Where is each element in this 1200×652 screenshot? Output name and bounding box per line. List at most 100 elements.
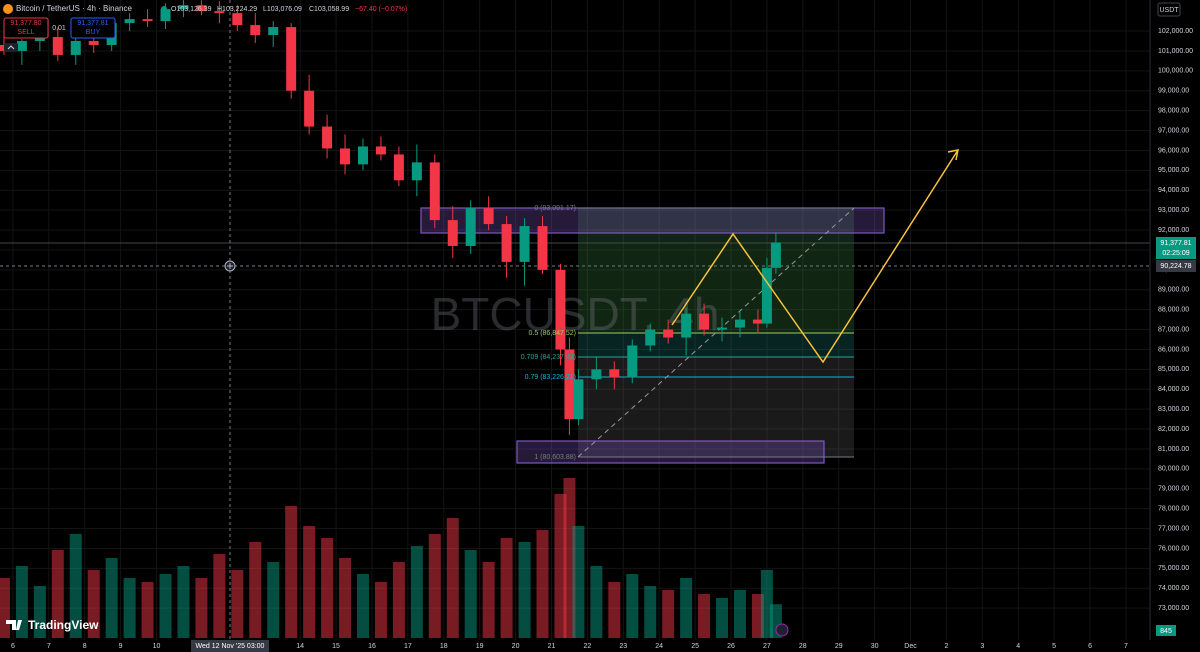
crosshair-time: Wed 12 Nov '25 03:00 <box>196 643 265 650</box>
x-tick-label: 29 <box>835 643 843 650</box>
x-tick-label: 25 <box>691 643 699 650</box>
x-tick-label: 5 <box>1052 643 1056 650</box>
candle-body <box>142 19 153 22</box>
projection-path <box>671 149 959 364</box>
x-tick-label: 20 <box>512 643 520 650</box>
y-tick-label: 97,000.00 <box>1158 127 1189 134</box>
x-tick-label: 19 <box>476 643 484 650</box>
ohlc-close: C103,058.99 <box>309 6 349 13</box>
candle-body <box>483 208 494 225</box>
candle-body <box>250 25 261 36</box>
y-tick-label: 83,000.00 <box>1158 406 1189 413</box>
y-tick-label: 95,000.00 <box>1158 167 1189 174</box>
x-tick-label: 22 <box>583 643 591 650</box>
candle-body <box>34 37 45 41</box>
y-tick-label: 81,000.00 <box>1158 446 1189 453</box>
fib-label: 1 (80,603.88) <box>534 454 576 461</box>
candle-body <box>752 319 763 324</box>
countdown: 02:25:09 <box>1162 250 1189 257</box>
candle-body <box>627 345 638 378</box>
fib-label: 0.5 (86,847.52) <box>529 330 576 337</box>
sell-button[interactable] <box>3 17 49 39</box>
buy-price[interactable]: 91,377.81 <box>77 20 108 27</box>
x-tick-label: 30 <box>871 643 879 650</box>
sell-price[interactable]: 91,377.80 <box>10 20 41 27</box>
y-tick-label: 77,000.00 <box>1158 525 1189 532</box>
x-tick-label: 9 <box>119 643 123 650</box>
x-tick-label: 10 <box>153 643 161 650</box>
crosshair-price-box <box>1156 260 1196 272</box>
volume-bar <box>213 554 226 638</box>
volume-bar <box>428 534 441 638</box>
ohlc-change: −67.40 (−0.07%) <box>355 6 407 13</box>
x-tick-label: Dec <box>904 643 917 650</box>
ohlc-high: H103,224.29 <box>217 6 257 13</box>
logo-icon <box>6 620 22 630</box>
volume-bar <box>177 566 190 638</box>
last-price: 91,377.81 <box>1160 240 1191 247</box>
candle-body <box>357 146 368 165</box>
y-tick-label: 98,000.00 <box>1158 107 1189 114</box>
candle-body <box>573 379 584 420</box>
crosshair-time-box <box>191 640 269 652</box>
candle-body <box>411 162 422 181</box>
candle-body <box>340 148 351 165</box>
candle-body <box>52 37 63 55</box>
candle-body <box>429 162 440 221</box>
x-tick-label: 2 <box>944 643 948 650</box>
candle-body <box>681 313 692 338</box>
supply-zone <box>420 207 885 234</box>
buy-button[interactable] <box>70 17 116 39</box>
fib-zone-teal <box>578 333 854 357</box>
candles <box>0 0 782 638</box>
volume-label: 845 <box>1160 628 1172 635</box>
candle-body <box>717 327 728 330</box>
crosshair-price: 90,224.78 <box>1160 263 1191 270</box>
collapse-icon <box>7 45 15 50</box>
projection-arrow <box>947 149 959 161</box>
time-axis <box>0 640 1200 652</box>
volume-bar <box>33 586 46 638</box>
volume-bar <box>698 594 711 638</box>
x-tick-label: 15 <box>332 643 340 650</box>
candle-body <box>286 27 297 91</box>
y-tick-label: 73,000.00 <box>1158 605 1189 612</box>
volume-bar <box>285 506 298 638</box>
x-tick-label: 27 <box>763 643 771 650</box>
candle-body <box>124 19 135 24</box>
candle-body <box>304 90 315 127</box>
x-tick-label: 17 <box>404 643 412 650</box>
volume-bar <box>321 538 334 638</box>
y-tick-label: 96,000.00 <box>1158 147 1189 154</box>
candle-body <box>465 208 476 246</box>
candle-body <box>645 329 656 346</box>
collapse-button[interactable] <box>4 43 18 52</box>
sell-label[interactable]: SELL <box>17 29 34 36</box>
buy-label[interactable]: BUY <box>86 29 101 36</box>
alert-icon[interactable] <box>775 623 789 637</box>
volume-bar <box>231 570 244 638</box>
y-tick-label: 102,000.00 <box>1158 28 1193 35</box>
market-status <box>161 6 167 12</box>
x-tick-label: 21 <box>548 643 556 650</box>
volume-bar <box>303 526 316 638</box>
currency-button[interactable] <box>1157 2 1181 17</box>
x-tick-label: 14 <box>296 643 304 650</box>
volume-bar <box>159 574 172 638</box>
volume-bar <box>356 574 369 638</box>
volume-bar <box>662 590 675 638</box>
x-tick-label: 26 <box>727 643 735 650</box>
y-tick-label: 75,000.00 <box>1158 565 1189 572</box>
y-tick-label: 100,000.00 <box>1158 68 1193 75</box>
volume-bar <box>626 574 639 638</box>
quantity[interactable]: 0.01 <box>52 25 66 32</box>
candle-body <box>761 267 772 324</box>
x-tick-label: 3 <box>980 643 984 650</box>
candle-body <box>88 40 99 45</box>
volume-bar <box>123 578 136 638</box>
volume-bar <box>141 582 154 638</box>
x-tick-label: 8 <box>83 643 87 650</box>
candle-body <box>160 9 171 22</box>
currency[interactable]: USDT <box>1159 7 1179 14</box>
